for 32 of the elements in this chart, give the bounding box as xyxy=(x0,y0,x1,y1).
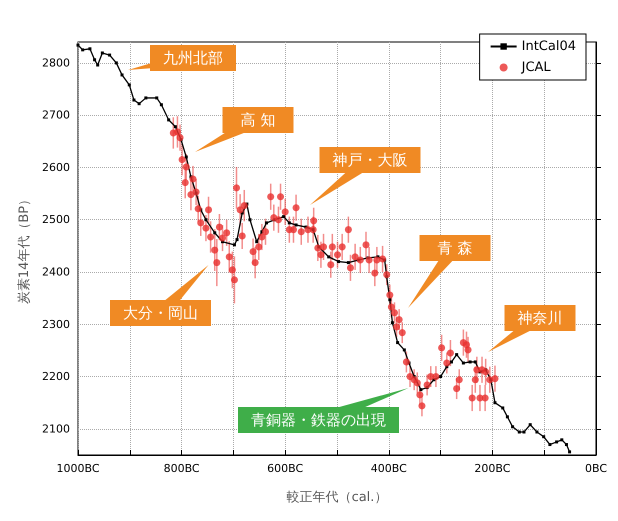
y-tick-label: 2800 xyxy=(42,56,70,70)
annotation: 九州北部 xyxy=(163,49,223,67)
callout: 神戸・大阪 xyxy=(310,147,420,205)
callout: 神奈川 xyxy=(488,305,576,352)
y-tick-label: 2700 xyxy=(42,108,70,122)
y-tick-label: 2100 xyxy=(42,422,70,436)
annotation: 青銅器・鉄器の出現 xyxy=(250,411,386,429)
callout: 九州北部 xyxy=(128,45,236,71)
callout: 高 知 xyxy=(195,107,294,152)
callout: 青銅器・鉄器の出現 xyxy=(238,388,408,433)
callout: 青 森 xyxy=(408,235,490,308)
y-tick-label: 2300 xyxy=(42,318,70,331)
x-tick-label: 600BC xyxy=(267,462,304,475)
x-tick-label: 1000BC xyxy=(56,462,100,475)
annotation: 神戸・大阪 xyxy=(332,151,408,169)
annotation: 高 知 xyxy=(240,111,276,129)
x-tick-label: 0BC xyxy=(584,462,608,475)
x-tick-label: 400BC xyxy=(370,462,408,475)
annotation: 青 森 xyxy=(438,239,472,257)
x-tick-label: 200BC xyxy=(474,462,511,475)
y-tick-label: 2400 xyxy=(42,266,70,279)
callout: 大分・岡山 xyxy=(110,265,210,326)
legend-label: IntCal04 xyxy=(522,39,576,54)
y-tick-label: 2200 xyxy=(42,370,70,384)
legend-label: JCAL xyxy=(520,60,552,75)
x-tick-label: 800BC xyxy=(164,462,200,475)
y-tick-label: 2500 xyxy=(42,213,70,226)
y-axis-title: 炭素14年代（BP） xyxy=(17,192,32,304)
y-tick-label: 2600 xyxy=(42,160,70,174)
annotation: 大分・岡山 xyxy=(122,304,198,322)
annotation: 神奈川 xyxy=(518,309,562,327)
x-axis-title: 較正年代（cal.） xyxy=(286,490,388,505)
